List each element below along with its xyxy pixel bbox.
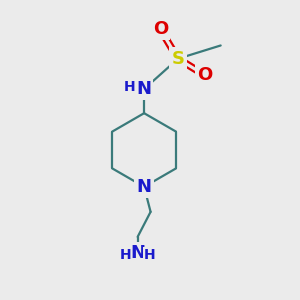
- Text: S: S: [172, 50, 184, 68]
- Text: H: H: [119, 248, 131, 262]
- Text: N: N: [136, 80, 151, 98]
- Text: O: O: [197, 66, 212, 84]
- Text: O: O: [153, 20, 168, 38]
- Text: H: H: [144, 248, 156, 262]
- Text: H: H: [124, 80, 135, 94]
- Text: N: N: [136, 178, 152, 196]
- Text: N: N: [130, 244, 145, 262]
